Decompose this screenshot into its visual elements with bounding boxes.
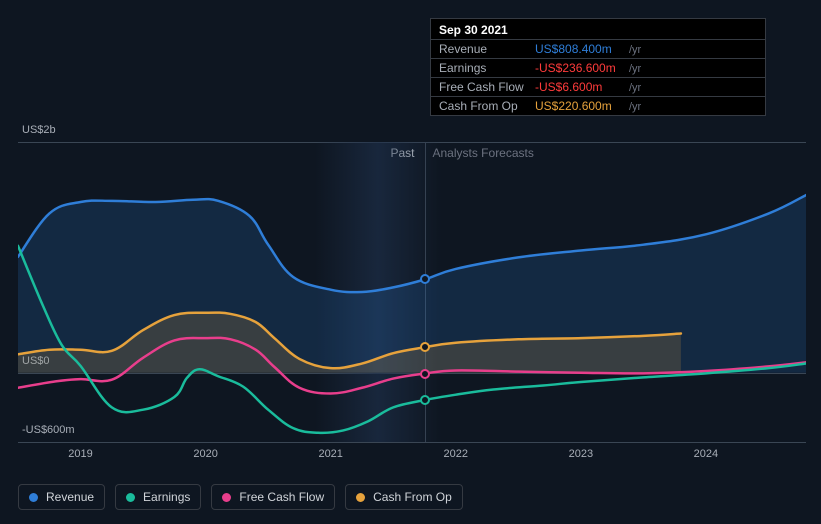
tooltip-row-unit: /yr	[629, 82, 641, 94]
tooltip-row-value: -US$6.600m	[535, 80, 625, 94]
tooltip-row-unit: /yr	[629, 63, 641, 75]
tooltip-row-unit: /yr	[629, 101, 641, 113]
tooltip-row-label: Revenue	[439, 42, 535, 56]
earnings-marker[interactable]	[420, 395, 430, 405]
legend-item-earnings[interactable]: Earnings	[115, 484, 201, 510]
legend-swatch-icon	[356, 493, 365, 502]
tooltip-date: Sep 30 2021	[431, 19, 765, 39]
tooltip-row-value: US$808.400m	[535, 42, 625, 56]
legend-label: Free Cash Flow	[239, 490, 324, 504]
revenue-marker[interactable]	[420, 274, 430, 284]
x-axis-label: 2024	[694, 448, 718, 460]
tooltip-row: Cash From OpUS$220.600m/yr	[431, 96, 765, 115]
legend-item-revenue[interactable]: Revenue	[18, 484, 105, 510]
chart-container: US$2bUS$0-US$600m PastAnalysts Forecasts…	[18, 0, 806, 466]
tooltip-row: Free Cash Flow-US$6.600m/yr	[431, 77, 765, 96]
x-axis-label: 2023	[569, 448, 593, 460]
y-axis-label: US$2b	[22, 124, 56, 136]
legend-item-free_cash_flow[interactable]: Free Cash Flow	[211, 484, 335, 510]
x-axis-label: 2022	[444, 448, 468, 460]
chart-plot[interactable]	[18, 142, 806, 442]
legend-item-cash_from_op[interactable]: Cash From Op	[345, 484, 463, 510]
tooltip-row-value: US$220.600m	[535, 99, 625, 113]
gridline	[18, 442, 806, 443]
free_cash_flow-marker[interactable]	[420, 369, 430, 379]
x-axis-label: 2019	[68, 448, 92, 460]
tooltip-row-label: Cash From Op	[439, 99, 535, 113]
cash_from_op-marker[interactable]	[420, 342, 430, 352]
legend: Revenue Earnings Free Cash Flow Cash From O…	[18, 484, 463, 510]
tooltip-row-label: Earnings	[439, 61, 535, 75]
legend-swatch-icon	[29, 493, 38, 502]
x-axis-label: 2021	[318, 448, 342, 460]
legend-swatch-icon	[126, 493, 135, 502]
tooltip-row-label: Free Cash Flow	[439, 80, 535, 94]
legend-label: Earnings	[143, 490, 190, 504]
tooltip-row-value: -US$236.600m	[535, 61, 625, 75]
tooltip-row-unit: /yr	[629, 44, 641, 56]
legend-swatch-icon	[222, 493, 231, 502]
legend-label: Cash From Op	[373, 490, 452, 504]
legend-label: Revenue	[46, 490, 94, 504]
x-axis-label: 2020	[193, 448, 217, 460]
tooltip-row: Earnings-US$236.600m/yr	[431, 58, 765, 77]
tooltip: Sep 30 2021 RevenueUS$808.400m/yrEarning…	[430, 18, 766, 116]
tooltip-row: RevenueUS$808.400m/yr	[431, 39, 765, 58]
